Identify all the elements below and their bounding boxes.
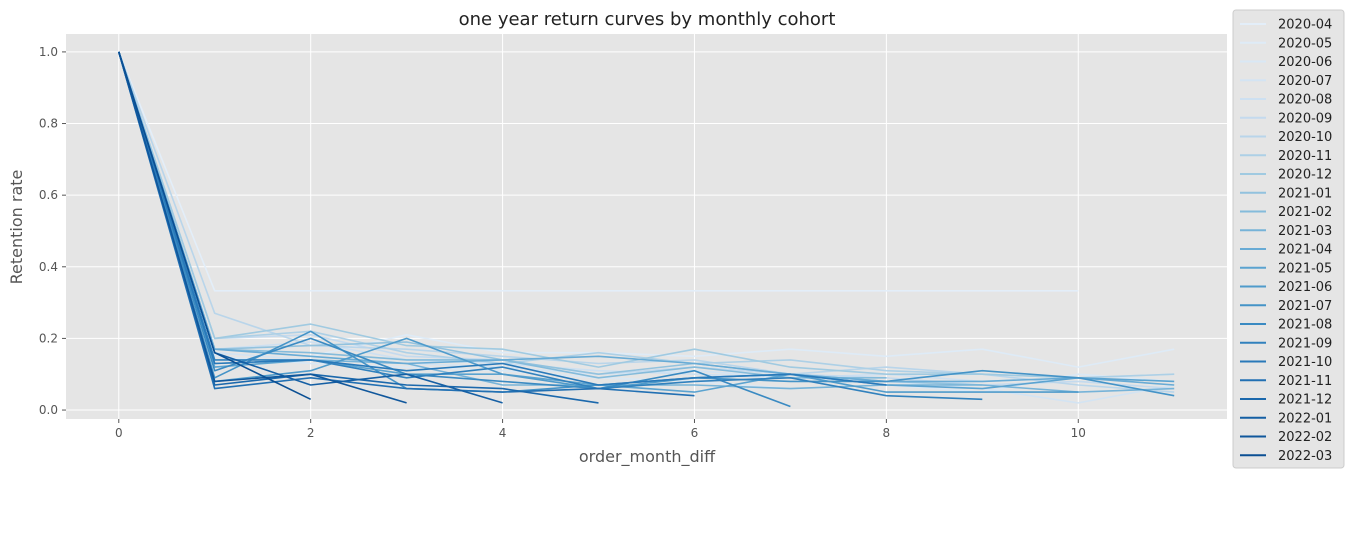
y-axis-label: Retention rate [7,170,26,285]
legend-entry-2021-07: 2021-07 [1278,299,1332,314]
legend-entry-2020-12: 2020-12 [1278,168,1332,183]
y-tick-label: 0.0 [39,403,58,417]
legend-entry-2021-08: 2021-08 [1278,318,1332,333]
legend-entry-2020-07: 2020-07 [1278,74,1332,89]
legend-frame [1232,9,1345,469]
y-tick-label: 0.8 [39,117,58,131]
series-line-2021-04 [118,51,1175,386]
legend-entry-2021-09: 2021-09 [1278,336,1332,351]
legend-entry-2020-08: 2020-08 [1278,93,1332,108]
x-tick-label: 0 [115,426,123,440]
y-tick-label: 0.6 [39,188,58,202]
y-tick-label: 1.0 [39,45,58,59]
x-tick-label: 2 [307,426,315,440]
series-line-2020-09 [118,51,1175,390]
legend: 2020-04 2020-05 2020-06 2020-07 2020-08 2020-… [1232,9,1345,469]
legend-entry-2020-10: 2020-10 [1278,130,1332,145]
y-tick-label: 0.4 [39,260,58,274]
legend-entry-2020-06: 2020-06 [1278,55,1332,70]
legend-entry-2021-11: 2021-11 [1278,374,1332,389]
x-tick-label: 10 [1071,426,1086,440]
legend-entry-2021-02: 2021-02 [1278,205,1332,220]
series-line-2021-10 [118,51,887,386]
legend-entry-2022-02: 2022-02 [1278,430,1332,445]
series-line-2021-09 [118,51,983,401]
legend-entry-2021-01: 2021-01 [1278,186,1332,201]
chart-title: one year return curves by monthly cohort [459,9,836,30]
legend-entry-2021-12: 2021-12 [1278,393,1332,408]
series-line-2021-08 [118,51,791,408]
series-line-2020-12 [118,51,1079,379]
legend-entry-2020-05: 2020-05 [1278,36,1332,51]
legend-entry-2022-01: 2022-01 [1278,411,1332,426]
series-line-2022-03 [118,51,312,401]
legend-entry-2022-03: 2022-03 [1278,449,1332,464]
legend-entry-2021-06: 2021-06 [1278,280,1332,295]
series-line-2021-11 [118,51,695,397]
legend-entry-2020-04: 2020-04 [1278,18,1332,33]
series-line-2020-10 [118,51,1175,393]
legend-entry-2021-03: 2021-03 [1278,224,1332,239]
y-tick-label: 0.2 [39,331,58,345]
legend-entry-2020-11: 2020-11 [1278,149,1332,164]
x-axis-label: order_month_diff [579,447,716,467]
legend-entry-2021-05: 2021-05 [1278,261,1332,276]
x-tick-label: 8 [883,426,891,440]
x-tick-label: 6 [691,426,699,440]
legend-entry-2021-04: 2021-04 [1278,243,1332,258]
legend-entry-2020-09: 2020-09 [1278,111,1332,126]
legend-entry-2021-10: 2021-10 [1278,355,1332,370]
series-line-2022-02 [118,51,407,404]
series-line-2020-04 [118,51,1079,292]
x-tick-label: 4 [499,426,507,440]
plot-area: 0 2 4 6 8 10 0.0 0.2 0.4 0.6 0.8 1.0 [39,34,1227,440]
